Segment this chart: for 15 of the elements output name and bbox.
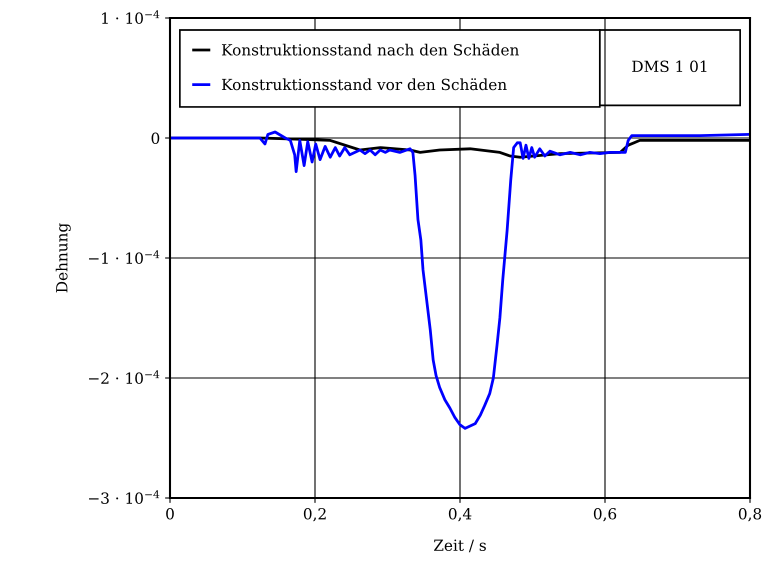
y-tick-label: −1 · 10$^{−4}$ — [89, 250, 160, 264]
y-tick-label: −3 · 10$^{−4}$ — [89, 490, 160, 504]
legend-label: Konstruktionsstand vor den Schäden — [222, 78, 507, 90]
y-tick-label: 1 · 10$^{−4}$ — [102, 10, 160, 24]
x-tick-label: 0,4 — [448, 508, 472, 522]
x-axis-title: Zeit / s — [434, 540, 486, 552]
y-tick-label: 0 — [152, 132, 160, 144]
legend-label: Konstruktionsstand nach den Schäden — [222, 44, 519, 56]
y-axis-title: Dehnung — [56, 223, 71, 292]
annotation: DMS 1 01 — [632, 60, 706, 72]
x-tick-label: 0,6 — [594, 508, 616, 522]
x-tick-label: 0,2 — [304, 508, 326, 522]
x-tick-label: 0,8 — [738, 508, 762, 522]
x-tick-label: 0 — [166, 508, 174, 520]
y-tick-label: −2 · 10$^{−4}$ — [89, 370, 160, 384]
